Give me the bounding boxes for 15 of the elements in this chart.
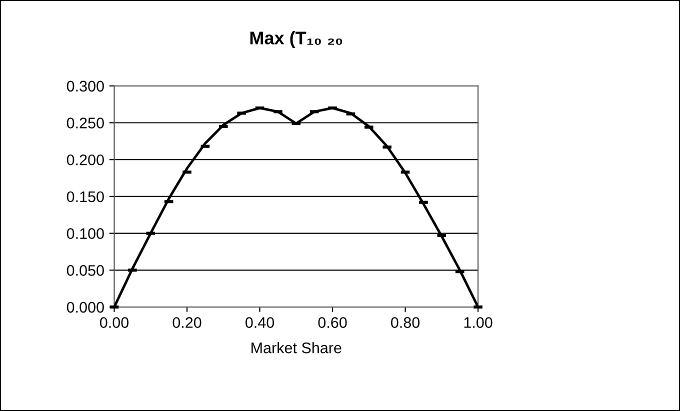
x-tick-label: 1.00 [464, 317, 492, 328]
x-tick-label: 0.00 [100, 317, 129, 328]
y-tick-label: 0.000 [66, 302, 104, 313]
x-tick-label: 0.40 [245, 317, 274, 328]
x-axis-title: Market Share [252, 342, 342, 354]
x-tick-label: 0.20 [172, 317, 202, 328]
y-tick-label: 0.250 [66, 118, 104, 128]
x-tick-label: 0.80 [391, 317, 420, 328]
chart-title: Max (T₁₀ ₂₀ [250, 31, 342, 48]
y-tick-label: 0.150 [66, 191, 104, 202]
y-tick-label: 0.200 [66, 154, 104, 166]
y-tick-label: 0.100 [66, 228, 104, 239]
x-tick-label: 0.60 [318, 317, 347, 328]
y-tick-label: 0.050 [66, 265, 104, 276]
y-tick-label: 0.300 [66, 80, 104, 92]
